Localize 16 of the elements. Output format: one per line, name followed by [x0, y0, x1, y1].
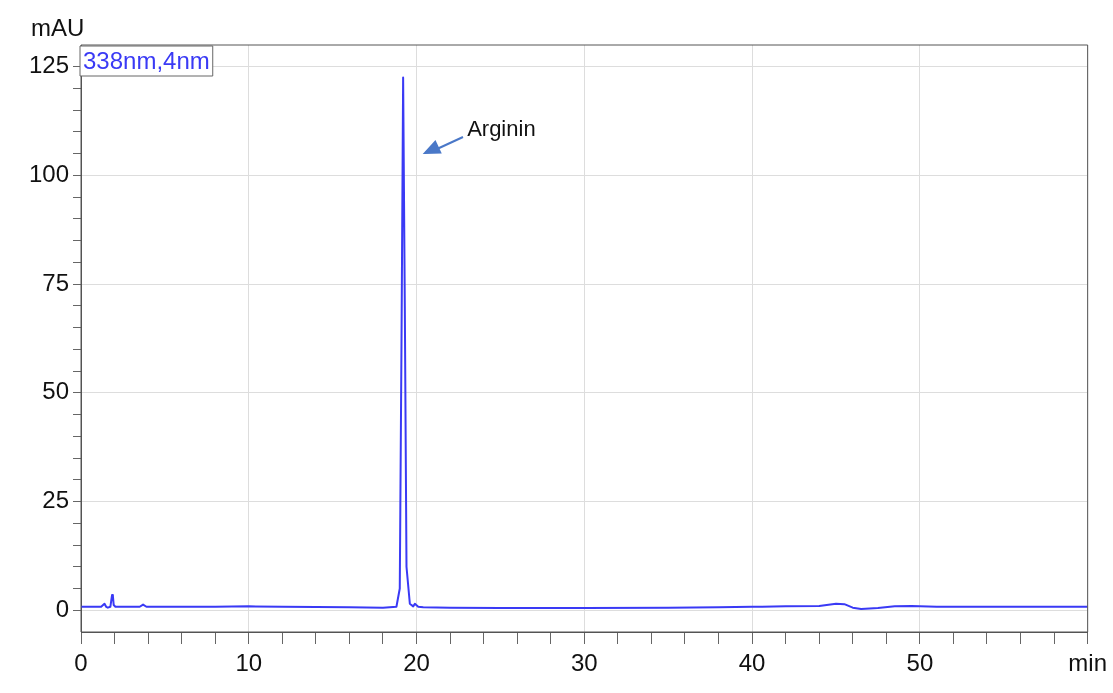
x-tick-label: 0 — [74, 649, 88, 677]
x-tick-label: 20 — [403, 649, 430, 677]
text: 338nm,4nm — [83, 46, 210, 74]
y-tick-label: 50 — [42, 377, 69, 405]
annotation: Arginin — [467, 115, 536, 141]
x-tick-label: 30 — [570, 649, 598, 677]
x-tick-label: 10 — [235, 649, 263, 677]
y-tick-label: 100 — [28, 160, 69, 188]
y-tick-label: 25 — [42, 486, 69, 514]
y-tick-label: 125 — [28, 51, 69, 79]
y-tick-label: 0 — [55, 594, 69, 622]
y-axis-title: mAU — [31, 13, 85, 41]
y-tick-label: 75 — [42, 268, 69, 296]
x-tick-label: 40 — [738, 649, 766, 677]
x-tick-label: 50 — [906, 649, 934, 677]
x-tick-label: min — [1068, 649, 1107, 677]
